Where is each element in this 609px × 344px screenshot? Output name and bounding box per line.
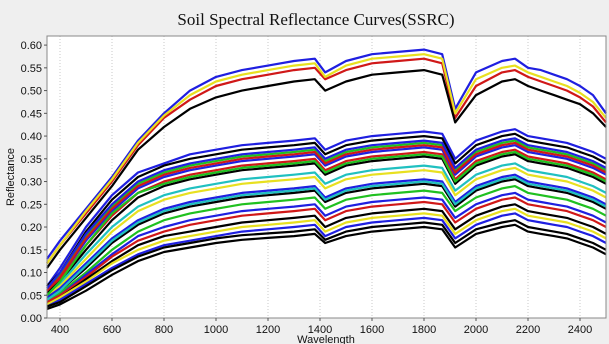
x-tick-label: 1400 [308,324,332,336]
series-line-6 [46,132,607,287]
series-line-10 [46,153,607,294]
y-tick-label: 0.10 [21,268,42,280]
x-tick-label: 1000 [204,324,228,336]
y-tick-label: 0.20 [21,222,42,234]
plot-area-border [46,35,607,319]
y-tick-label: 0.25 [21,199,42,211]
series-line-26 [46,223,607,310]
x-tick-label: 600 [103,324,121,336]
series-line-17 [46,196,607,304]
series-line-18 [46,203,607,306]
x-axis: 400 600 800 1000 1200 1400 1600 1800 2000 2200 240… [51,318,592,336]
series-line-16 [46,191,607,304]
y-tick-label: 0.55 [21,63,42,75]
y-tick-label: 0.40 [21,131,42,143]
series-line-13 [46,173,607,299]
x-tick-label: 800 [155,324,173,336]
chart-title: Soil Spectral Reflectance Curves(SSRC) [177,10,454,29]
y-tick-label: 0.05 [21,290,42,302]
y-tick-label: 0.15 [21,245,42,257]
x-axis-title: Wavelength [297,334,355,344]
series-line-9 [46,148,607,292]
series-line-7 [46,139,607,290]
series-line-14 [46,178,607,301]
series-line-22 [46,150,607,297]
y-tick-label: 0.50 [21,86,42,98]
series-line-15 [46,185,607,301]
series-line-24 [46,175,607,301]
series-line-2 [46,57,607,265]
y-axis-title: Reflectance [5,148,17,206]
y-tick-label: 0.45 [21,108,42,120]
x-tick-label: 400 [51,324,69,336]
x-tick-label: 2400 [568,324,592,336]
series-line-1 [46,48,607,260]
x-tick-label: 1200 [256,324,280,336]
series-line-11 [46,162,607,297]
series-line-21 [46,219,607,308]
y-tick-label: 0.60 [21,40,42,52]
series-line-20 [46,212,607,308]
series-line-5 [46,128,607,287]
x-tick-label: 1800 [412,324,436,336]
x-tick-label: 1600 [360,324,384,336]
y-tick-label: 0.35 [21,154,42,166]
series-line-25 [46,137,607,290]
series-line-23 [46,141,607,292]
series-line-19 [46,207,607,306]
y-tick-label: 0.00 [21,313,42,325]
series-layer [46,48,607,310]
series-line-12 [46,166,607,297]
x-tick-label: 2000 [464,324,488,336]
series-line-8 [46,144,607,292]
series-line-3 [46,53,607,265]
series-line-4 [46,69,607,269]
y-tick-label: 0.30 [21,177,42,189]
x-tick-label: 2200 [516,324,540,336]
y-axis: 0.00 0.05 0.10 0.15 0.20 0.25 0.30 0.35 0.40 0.45… [21,40,47,325]
